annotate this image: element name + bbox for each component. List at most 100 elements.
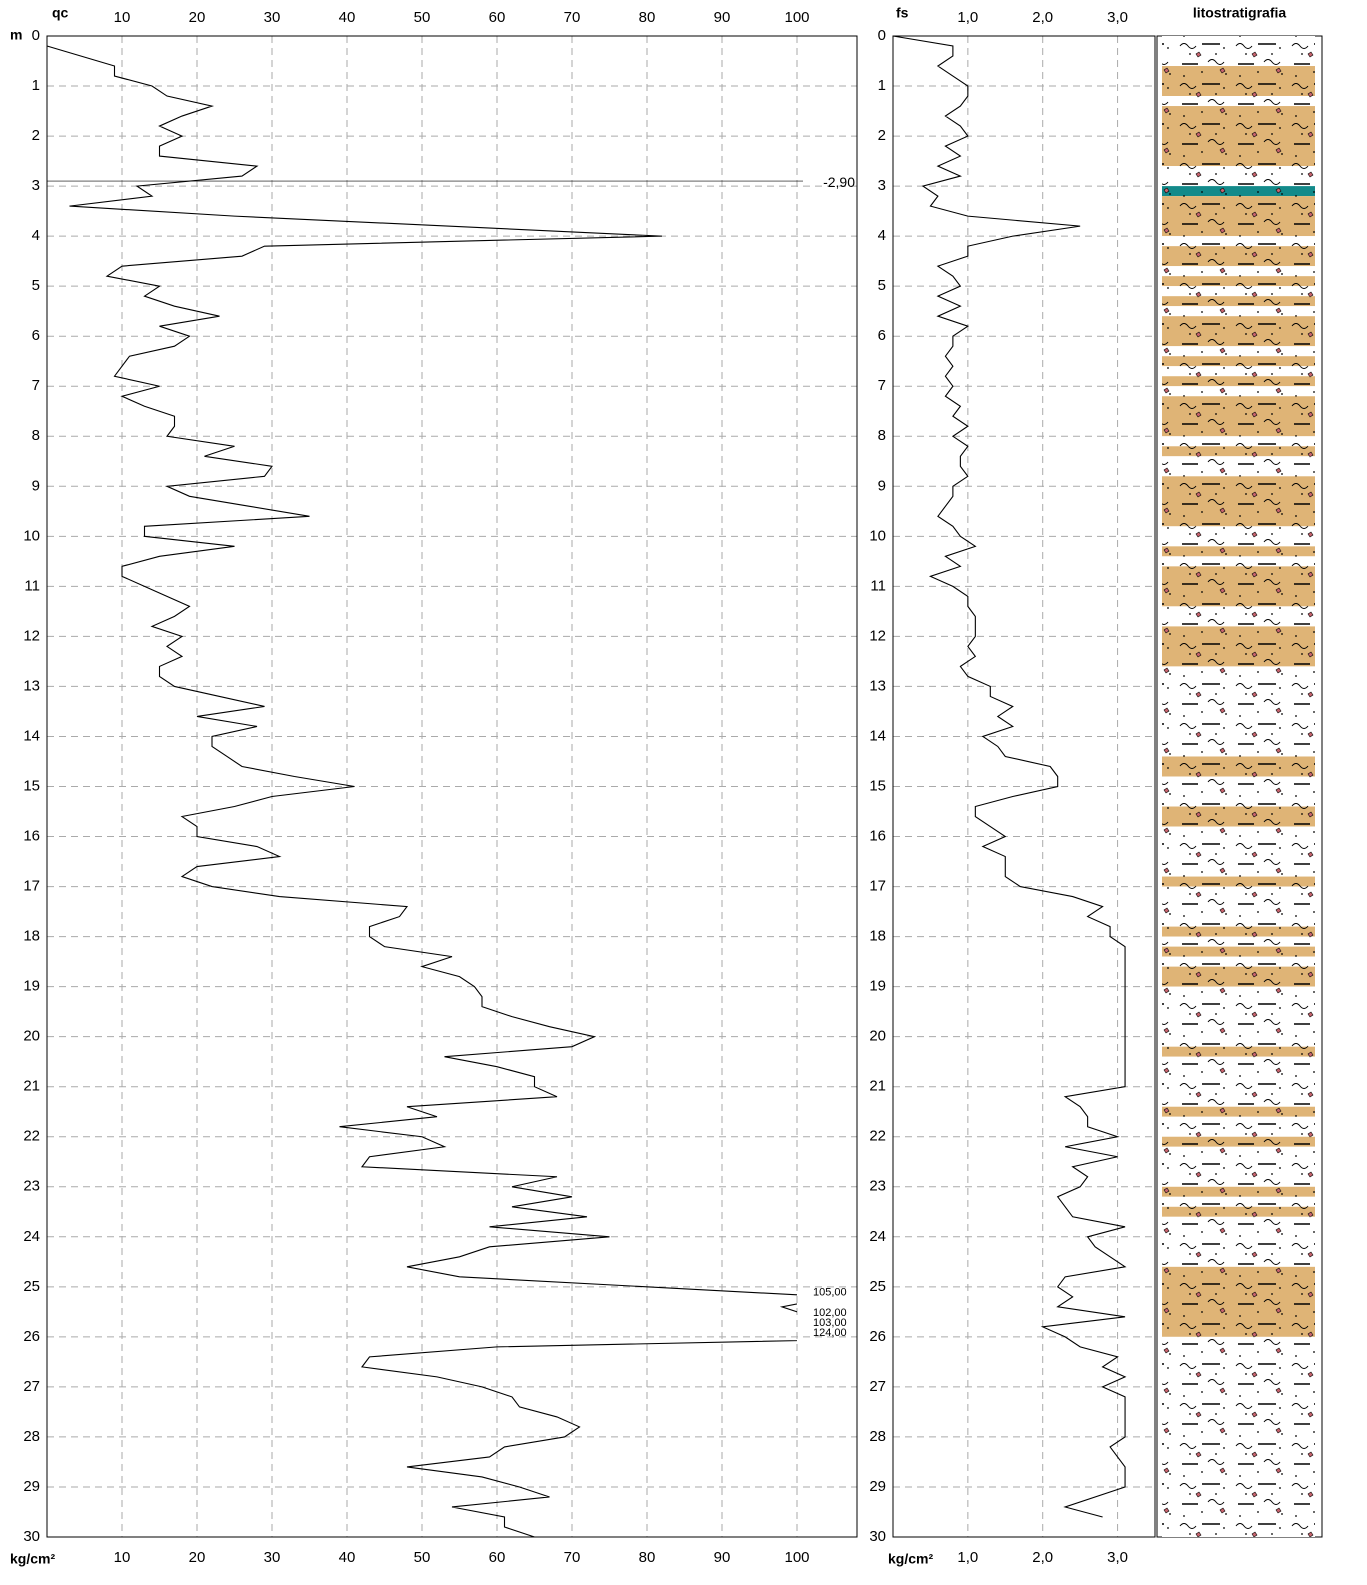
layer-texture (1162, 106, 1315, 167)
x-tick-label: 40 (339, 9, 356, 26)
layer-texture (1162, 236, 1315, 247)
layer-texture (1162, 66, 1315, 97)
y-tick-label: 5 (878, 277, 886, 294)
y-tick-label: 20 (23, 1028, 40, 1045)
layer-texture (1162, 956, 1315, 967)
y-tick-label: 10 (869, 527, 886, 544)
plot-frame (892, 35, 1156, 1538)
y-tick-label: 4 (878, 227, 886, 244)
y-tick-label: 19 (869, 978, 886, 995)
x-tick-label: 70 (564, 1549, 581, 1566)
x-tick-label: 2,0 (1032, 9, 1053, 26)
y-tick-label: 28 (23, 1428, 40, 1445)
layer-texture (1162, 1056, 1315, 1107)
layer-texture (1162, 1216, 1315, 1267)
layer-texture (1162, 1206, 1315, 1217)
layer-texture (1162, 396, 1315, 437)
y-tick-label: 6 (32, 327, 40, 344)
x-tick-label: 50 (414, 9, 431, 26)
layer-texture (1162, 806, 1315, 827)
layer-texture (1162, 1136, 1315, 1147)
y-tick-label: 12 (23, 627, 40, 644)
y-tick-label: 26 (23, 1328, 40, 1345)
layer-texture (1162, 306, 1315, 317)
y-tick-label: 15 (869, 777, 886, 794)
layer-texture (1162, 756, 1315, 777)
x-tick-label: 10 (114, 9, 131, 26)
x-tick-label: 90 (714, 9, 731, 26)
y-tick-label: 9 (878, 477, 886, 494)
y-tick-label: 2 (32, 127, 40, 144)
x-tick-label: 3,0 (1107, 1549, 1128, 1566)
y-tick-label: 7 (878, 377, 886, 394)
layer-texture (1162, 1266, 1315, 1337)
y-tick-label: 11 (870, 577, 886, 594)
y-tick-label: 21 (869, 1078, 886, 1095)
y-tick-label: 22 (23, 1128, 40, 1145)
x-tick-label: 90 (714, 1549, 731, 1566)
y-tick-label: 17 (869, 878, 886, 895)
layer-texture (1162, 446, 1315, 457)
layer-texture (1162, 96, 1315, 107)
layer-texture (1162, 666, 1315, 757)
y-tick-label: 1 (878, 77, 886, 94)
layer-texture (1162, 986, 1315, 1047)
y-tick-label: 23 (23, 1178, 40, 1195)
y-tick-label: 12 (869, 627, 886, 644)
layer-texture (1162, 356, 1315, 367)
value-label: 103,00 (813, 1317, 847, 1329)
y-tick-label: 24 (869, 1228, 886, 1245)
y-tick-label: 7 (32, 377, 40, 394)
layer-texture (1162, 606, 1315, 627)
y-tick-label: 21 (23, 1078, 40, 1095)
layer-texture (1162, 386, 1315, 397)
y-tick-label: 22 (869, 1128, 886, 1145)
x-tick-label: 20 (189, 9, 206, 26)
layer-texture (1162, 1196, 1315, 1207)
y-tick-label: 23 (869, 1178, 886, 1195)
y-tick-label: 8 (32, 427, 40, 444)
layer-texture (1162, 886, 1315, 927)
x-tick-label: 80 (639, 9, 656, 26)
data-line (892, 35, 1127, 1518)
y-tick-label: 8 (878, 427, 886, 444)
x-tick-label: 60 (489, 1549, 506, 1566)
y-tick-label: 5 (32, 277, 40, 294)
y-tick-label: 3 (32, 177, 40, 194)
layer-texture (1162, 196, 1315, 237)
x-tick-label: 40 (339, 1549, 356, 1566)
y-tick-label: 25 (23, 1278, 40, 1295)
y-tick-label: 19 (23, 978, 40, 995)
y-tick-label: 24 (23, 1228, 40, 1245)
layer-texture (1162, 946, 1315, 957)
water-level-label: -2,90 (823, 174, 855, 190)
value-label: 124,00 (813, 1327, 847, 1339)
layer-texture (1162, 186, 1315, 197)
y-tick-label: 14 (869, 727, 886, 744)
layer-texture (1162, 1106, 1315, 1117)
x-tick-label: 1,0 (957, 1549, 978, 1566)
y-tick-label: 30 (869, 1528, 886, 1545)
layer-texture (1162, 926, 1315, 937)
y-tick-label: 3 (878, 177, 886, 194)
column-title: litostratigrafia (1193, 5, 1287, 21)
x-tick-label: 1,0 (957, 9, 978, 26)
y-tick-label: 26 (869, 1328, 886, 1345)
layer-texture (1162, 456, 1315, 477)
y-tick-label: 18 (869, 928, 886, 945)
layer-texture (1162, 476, 1315, 527)
x-axis-label: kg/cm² (10, 1551, 55, 1567)
layer-texture (1162, 36, 1315, 67)
data-line (46, 45, 797, 1538)
layer-texture (1162, 1186, 1315, 1197)
y-axis-label: m (10, 27, 22, 43)
y-tick-label: 14 (23, 727, 40, 744)
layer-texture (1162, 316, 1315, 347)
layer-texture (1162, 1116, 1315, 1137)
y-tick-label: 13 (869, 677, 886, 694)
y-tick-label: 18 (23, 928, 40, 945)
layer-texture (1162, 876, 1315, 887)
layer-texture (1162, 546, 1315, 557)
y-tick-label: 1 (32, 77, 40, 94)
